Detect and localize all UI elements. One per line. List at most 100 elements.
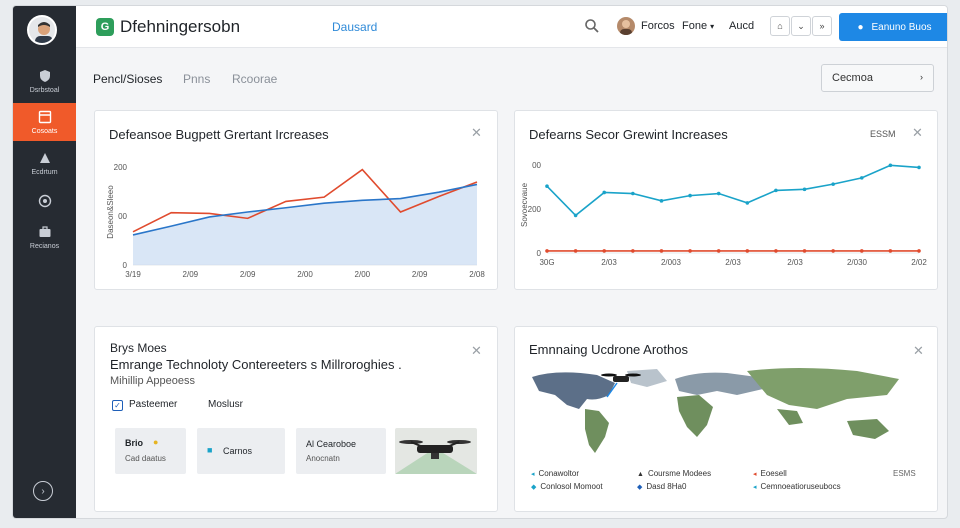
data-point: [774, 249, 778, 253]
budget-line-chart: 3/19 2/09 2/09 2/00 2/00 2/09 2/08200000Daseon…: [106, 163, 485, 279]
bell-icon: ⌂: [777, 21, 783, 31]
legend-label: Coursme Modees: [647, 469, 712, 478]
data-point: [602, 190, 607, 195]
legend-item: ◂ Cemnoeatioruseubocs: [753, 482, 841, 491]
tab-plans[interactable]: Pnns: [183, 72, 211, 86]
card-title: Emrange Technoloty Contereeters s Millro…: [110, 357, 402, 372]
legend-item: ◂ Conawoltor: [531, 469, 579, 478]
series-line-0: [546, 164, 920, 217]
data-point: [631, 249, 635, 253]
collapse-button[interactable]: ⌄: [791, 16, 811, 36]
legend-item: ▲ Coursme Modees: [637, 469, 711, 478]
avatar[interactable]: [27, 15, 57, 45]
tile-subtitle: Anocnatn: [306, 454, 340, 463]
drone-map-card: Emnnaing Ucdrone Arothos ✕ ◂ Conawoltor ▲…: [514, 326, 938, 512]
data-point: [659, 199, 664, 203]
star-icon: ●: [153, 437, 159, 447]
menu-link[interactable]: Aucd: [729, 20, 755, 32]
sidebar-item-chart[interactable]: Ecdrtum: [13, 144, 76, 182]
cube-icon: ■: [207, 445, 213, 455]
y-tick-label: 00: [532, 161, 541, 170]
tab-overview[interactable]: Pencl/Sioses: [93, 72, 163, 86]
menu-dropdown-label: Fone: [682, 20, 708, 32]
data-point: [602, 249, 607, 253]
card-caption: Mihillip Appeoess: [110, 375, 195, 387]
data-point: [917, 165, 921, 170]
close-icon[interactable]: ✕: [471, 125, 482, 140]
sidebar-item-briefcase[interactable]: Recianos: [13, 218, 76, 256]
drone-image: [395, 428, 477, 474]
legend-item: ◆ Conlosol Momoot: [531, 482, 603, 491]
settings-icon[interactable]: ›: [33, 481, 53, 501]
world-map[interactable]: [527, 365, 927, 455]
tile-item[interactable]: Brio ● Cad daatus: [115, 428, 186, 474]
tile-item[interactable]: ■ Carnos: [197, 428, 285, 474]
y-axis-label: Sovoecvaue: [520, 182, 529, 227]
data-point: [917, 249, 921, 253]
legend-marker: ◆: [531, 484, 537, 491]
globe-icon: [37, 193, 53, 209]
sidebar-item-label: Cosoats: [31, 128, 58, 135]
expand-button[interactable]: »: [812, 16, 832, 36]
user-name[interactable]: Forcos: [641, 20, 675, 32]
user-avatar[interactable]: [617, 17, 635, 35]
card-title: Defeansoe Bugpett Grertant Ircreases: [109, 127, 329, 142]
dashboard-icon: [37, 109, 53, 125]
close-icon[interactable]: ✕: [913, 343, 924, 358]
notification-button[interactable]: ⌂: [770, 16, 790, 36]
data-point: [831, 182, 835, 186]
x-tick-label: 2/030: [847, 258, 868, 267]
data-point: [831, 249, 835, 253]
data-point: [688, 249, 692, 253]
legend-item: ◂ Eoesell: [753, 469, 787, 478]
filter-select-value: Cecmoa: [832, 72, 873, 84]
data-point: [573, 249, 578, 253]
menu-dropdown[interactable]: Fone ▾: [682, 20, 714, 32]
card-subtitle: Brys Moes: [110, 341, 167, 355]
search-icon[interactable]: [584, 18, 600, 39]
legend-label: Dasd 8Ha0: [646, 482, 687, 491]
legend-marker: ▲: [637, 471, 644, 478]
tile-title: Carnos: [223, 446, 253, 456]
data-point: [888, 163, 893, 168]
chart-badge: ESSM: [870, 129, 896, 139]
growth-chart-card: Defearns Secor Grewint Increases ESSM ✕ …: [514, 110, 938, 290]
tab-resources[interactable]: Rcoorae: [232, 72, 278, 86]
legend-item: ◆ Dasd 8Ha0: [637, 482, 686, 491]
series-area: [133, 184, 477, 265]
close-icon[interactable]: ✕: [912, 125, 923, 140]
legend-marker: ◂: [753, 484, 757, 491]
dashboard-link[interactable]: Dausard: [332, 20, 378, 34]
data-point: [716, 191, 721, 196]
y-tick-label: 200: [528, 205, 542, 214]
x-tick-label: 2/00: [355, 270, 371, 279]
sidebar-item-label: Dsrbstoal: [29, 87, 60, 94]
card-title: Defearns Secor Grewint Increases: [529, 127, 728, 142]
primary-action-label: Eanuno Buos: [871, 21, 932, 33]
data-point: [545, 184, 549, 189]
x-tick-label: 3/19: [125, 270, 141, 279]
close-icon[interactable]: ✕: [471, 343, 482, 358]
data-point: [774, 188, 778, 193]
sidebar-item-shield[interactable]: Dsrbstoal: [13, 62, 76, 100]
x-tick-label: 2/03: [601, 258, 617, 267]
data-point: [745, 201, 750, 205]
x-tick-label: 2/09: [183, 270, 199, 279]
chart-icon: [37, 150, 53, 166]
x-tick-label: 2/03: [787, 258, 803, 267]
sidebar-item-dashboard[interactable]: Cosoats: [13, 103, 76, 141]
data-point: [545, 249, 549, 253]
data-point: [802, 249, 807, 253]
checkbox-label: Pasteemer: [129, 399, 178, 410]
y-axis-label: Daseon&Sleeo: [106, 185, 115, 239]
sidebar-item-globe[interactable]: [13, 182, 76, 220]
checkbox-pasteemer[interactable]: ✓: [112, 400, 123, 411]
checkbox-label: Moslusr: [208, 399, 244, 410]
briefcase-icon: [37, 224, 53, 240]
primary-action-button[interactable]: ● Eanuno Buos: [839, 13, 947, 41]
tile-item[interactable]: Al Cearoboe Anocnatn: [296, 428, 386, 474]
budget-chart-card: Defeansoe Bugpett Grertant Ircreases ✕ 3…: [94, 110, 498, 290]
data-point: [859, 176, 864, 180]
legend-label: Eoesell: [760, 469, 787, 478]
filter-select[interactable]: Cecmoa ›: [821, 64, 934, 92]
